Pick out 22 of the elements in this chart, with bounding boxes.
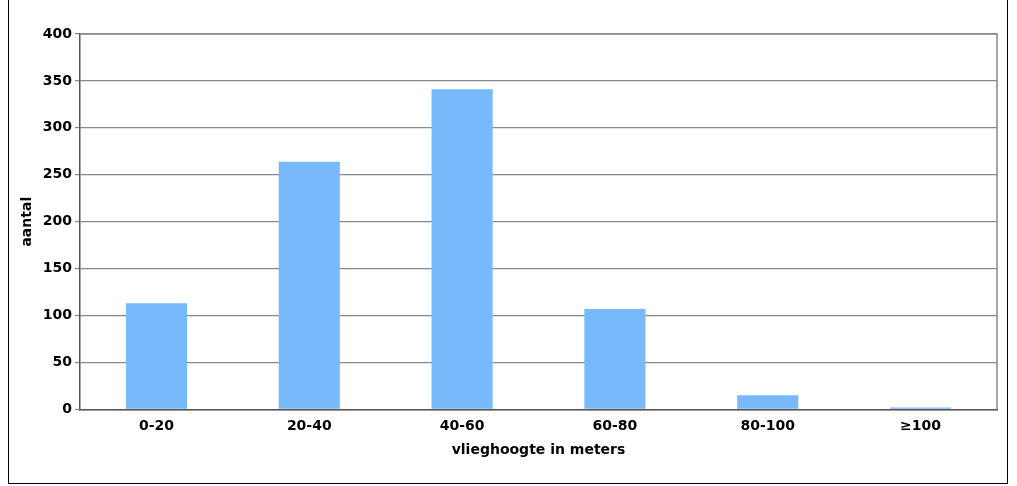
y-tick-label: 350	[42, 71, 73, 88]
y-axis-title: aantal	[18, 196, 35, 247]
y-tick-label: 250	[42, 165, 73, 182]
bar	[737, 395, 799, 409]
bar	[584, 308, 646, 409]
x-tick-label: ≥100	[900, 417, 942, 434]
y-tick-label: 100	[42, 306, 73, 323]
bar	[431, 89, 493, 409]
x-tick-label: 0-20	[138, 417, 175, 434]
x-tick-label: 40-60	[439, 417, 485, 434]
x-tick-label: 80-100	[740, 417, 796, 434]
x-tick-label: 20-40	[286, 417, 332, 434]
y-tick-label: 300	[42, 118, 73, 135]
y-tick-label: 200	[42, 212, 73, 229]
bar	[125, 303, 187, 409]
y-tick-label: 0	[62, 400, 73, 417]
y-tick-label: 150	[42, 259, 73, 276]
x-tick-label: 60-80	[592, 417, 638, 434]
x-axis-title: vlieghoogte in meters	[451, 441, 626, 458]
y-tick-label: 50	[52, 353, 73, 370]
bar	[278, 161, 340, 409]
y-tick-label: 400	[42, 24, 73, 41]
